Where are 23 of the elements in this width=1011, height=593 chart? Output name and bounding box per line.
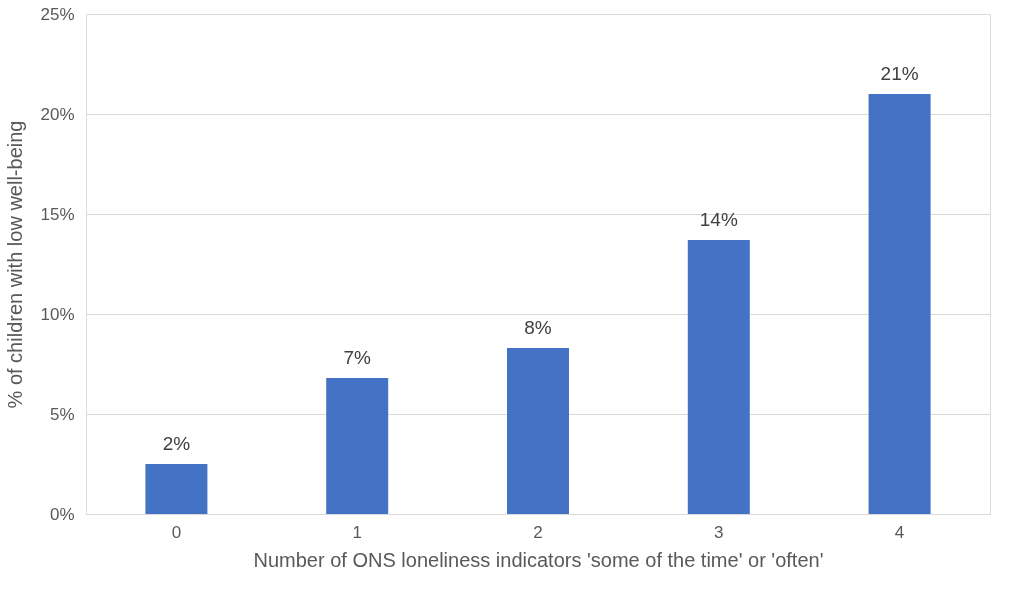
bar bbox=[687, 240, 750, 514]
y-tick-label: 0% bbox=[49, 504, 75, 524]
x-tick-label: 4 bbox=[894, 522, 905, 542]
data-label: 8% bbox=[524, 317, 552, 338]
y-axis-title: % of children with low well-being bbox=[4, 120, 27, 409]
bar bbox=[145, 464, 208, 514]
x-tick-label: 2 bbox=[533, 522, 543, 542]
y-tick-label: 25% bbox=[40, 4, 75, 24]
x-tick-label: 0 bbox=[171, 522, 182, 542]
bar bbox=[326, 378, 389, 514]
bar bbox=[868, 94, 931, 514]
data-label: 14% bbox=[699, 209, 738, 230]
data-label: 21% bbox=[880, 63, 919, 84]
x-axis-title: Number of ONS loneliness indicators 'some of the time' or 'often' bbox=[253, 548, 824, 571]
y-tick-label: 5% bbox=[49, 404, 75, 424]
bar bbox=[507, 348, 569, 514]
x-tick-label: 1 bbox=[352, 522, 362, 542]
y-tick-label: 10% bbox=[40, 304, 75, 324]
y-tick-label: 20% bbox=[40, 104, 75, 124]
data-label: 7% bbox=[343, 347, 372, 368]
data-label: 2% bbox=[162, 433, 191, 454]
y-tick-label: 15% bbox=[40, 204, 75, 224]
x-tick-label: 3 bbox=[714, 522, 724, 542]
